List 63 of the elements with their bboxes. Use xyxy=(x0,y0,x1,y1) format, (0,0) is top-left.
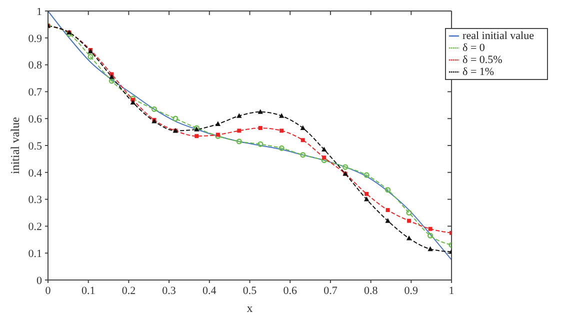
y-tick-label: 0.2 xyxy=(28,221,42,234)
point xyxy=(130,100,136,104)
point xyxy=(407,218,412,223)
y-tick-label: 0.5 xyxy=(28,140,42,152)
x-axis-title: x xyxy=(246,301,253,315)
point xyxy=(300,152,306,158)
point xyxy=(236,138,242,144)
y-tick-label: 1 xyxy=(36,6,42,18)
x-tick-label: 1 xyxy=(448,284,454,297)
point xyxy=(236,113,242,118)
x-tick-label: 0 xyxy=(45,284,52,297)
x-tick-label: 0.7 xyxy=(324,284,338,297)
point xyxy=(258,126,262,130)
point xyxy=(428,232,434,238)
point xyxy=(364,192,369,196)
y-tick-label: 0.7 xyxy=(28,86,42,99)
y-tick-label: 0.6 xyxy=(28,114,42,126)
point xyxy=(109,74,114,79)
x-tick-label: 0.2 xyxy=(122,284,136,297)
point xyxy=(215,121,221,126)
point xyxy=(385,187,391,193)
y-tick-label: 0.3 xyxy=(28,194,42,206)
point xyxy=(172,116,178,122)
y-tick-label: 0.1 xyxy=(28,248,42,260)
point xyxy=(428,246,433,252)
point xyxy=(321,146,327,152)
point xyxy=(406,236,412,240)
point xyxy=(300,138,305,142)
point xyxy=(342,164,348,170)
point xyxy=(278,145,284,151)
legend-label: δ = 0.5% xyxy=(462,54,502,66)
point xyxy=(385,218,390,223)
point xyxy=(237,128,242,133)
point xyxy=(322,156,326,160)
point xyxy=(279,113,284,118)
point xyxy=(364,196,370,202)
y-tick-label: 0.4 xyxy=(28,167,42,180)
x-tick-label: 0.8 xyxy=(364,284,378,297)
x-tick-label: 0.5 xyxy=(242,284,258,297)
x-tick-label: 0.3 xyxy=(162,284,176,297)
point xyxy=(428,226,432,231)
point xyxy=(88,54,94,60)
point xyxy=(280,128,284,133)
point xyxy=(151,106,158,112)
point xyxy=(258,141,264,147)
legend-label: δ = 1% xyxy=(462,66,494,78)
y-tick-label: 0.9 xyxy=(28,32,42,45)
point xyxy=(258,109,263,114)
point xyxy=(108,78,115,84)
legend-label: δ = 0 xyxy=(462,42,485,54)
x-tick-label: 0.9 xyxy=(404,284,419,297)
x-tick-label: 0.1 xyxy=(81,284,96,297)
point xyxy=(194,134,199,138)
point xyxy=(386,208,390,212)
y-tick-label: 0 xyxy=(36,274,42,287)
point xyxy=(300,125,306,130)
y-tick-label: 0.8 xyxy=(28,60,42,72)
point xyxy=(406,210,412,216)
legend-label: real initial value xyxy=(462,30,534,42)
point xyxy=(364,172,370,178)
x-tick-label: 0.6 xyxy=(283,284,298,297)
x-tick-label: 0.4 xyxy=(202,284,217,297)
y-axis-title: initial value xyxy=(8,117,22,174)
